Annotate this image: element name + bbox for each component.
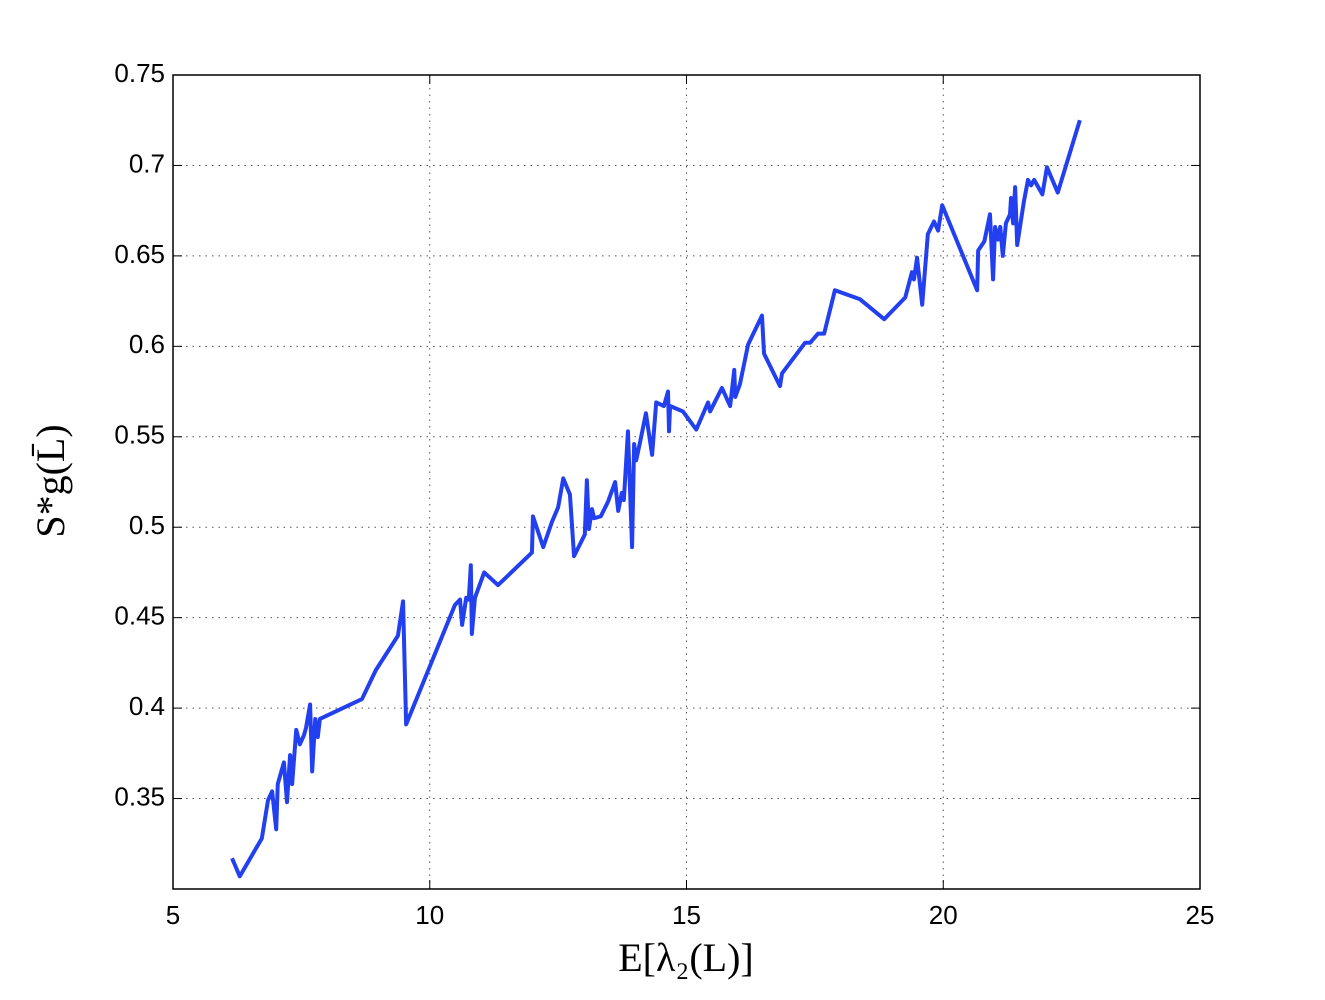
x-tick-label: 5 bbox=[166, 900, 180, 930]
x-tick-label: 25 bbox=[1186, 900, 1215, 930]
y-tick-label: 0.55 bbox=[114, 420, 165, 450]
y-tick-label: 0.5 bbox=[129, 510, 165, 540]
y-tick-label: 0.7 bbox=[129, 148, 165, 178]
y-tick-label: 0.45 bbox=[114, 601, 165, 631]
x-tick-label: 15 bbox=[672, 900, 701, 930]
data-line bbox=[230, 119, 1082, 879]
y-tick-label: 0.65 bbox=[114, 239, 165, 269]
y-tick-label: 0.6 bbox=[129, 329, 165, 359]
y-axis-label: S*g(L̄) bbox=[28, 424, 73, 537]
x-tick-label: 10 bbox=[415, 900, 444, 930]
y-tick-label: 0.75 bbox=[114, 58, 165, 88]
x-tick-label: 20 bbox=[929, 900, 958, 930]
x-axis-label: E[λ₂(L)] bbox=[618, 935, 754, 980]
plot-frame bbox=[172, 74, 1201, 890]
y-tick-label: 0.35 bbox=[114, 781, 165, 811]
y-tick-label: 0.4 bbox=[129, 691, 165, 721]
plot-area bbox=[173, 75, 1200, 889]
